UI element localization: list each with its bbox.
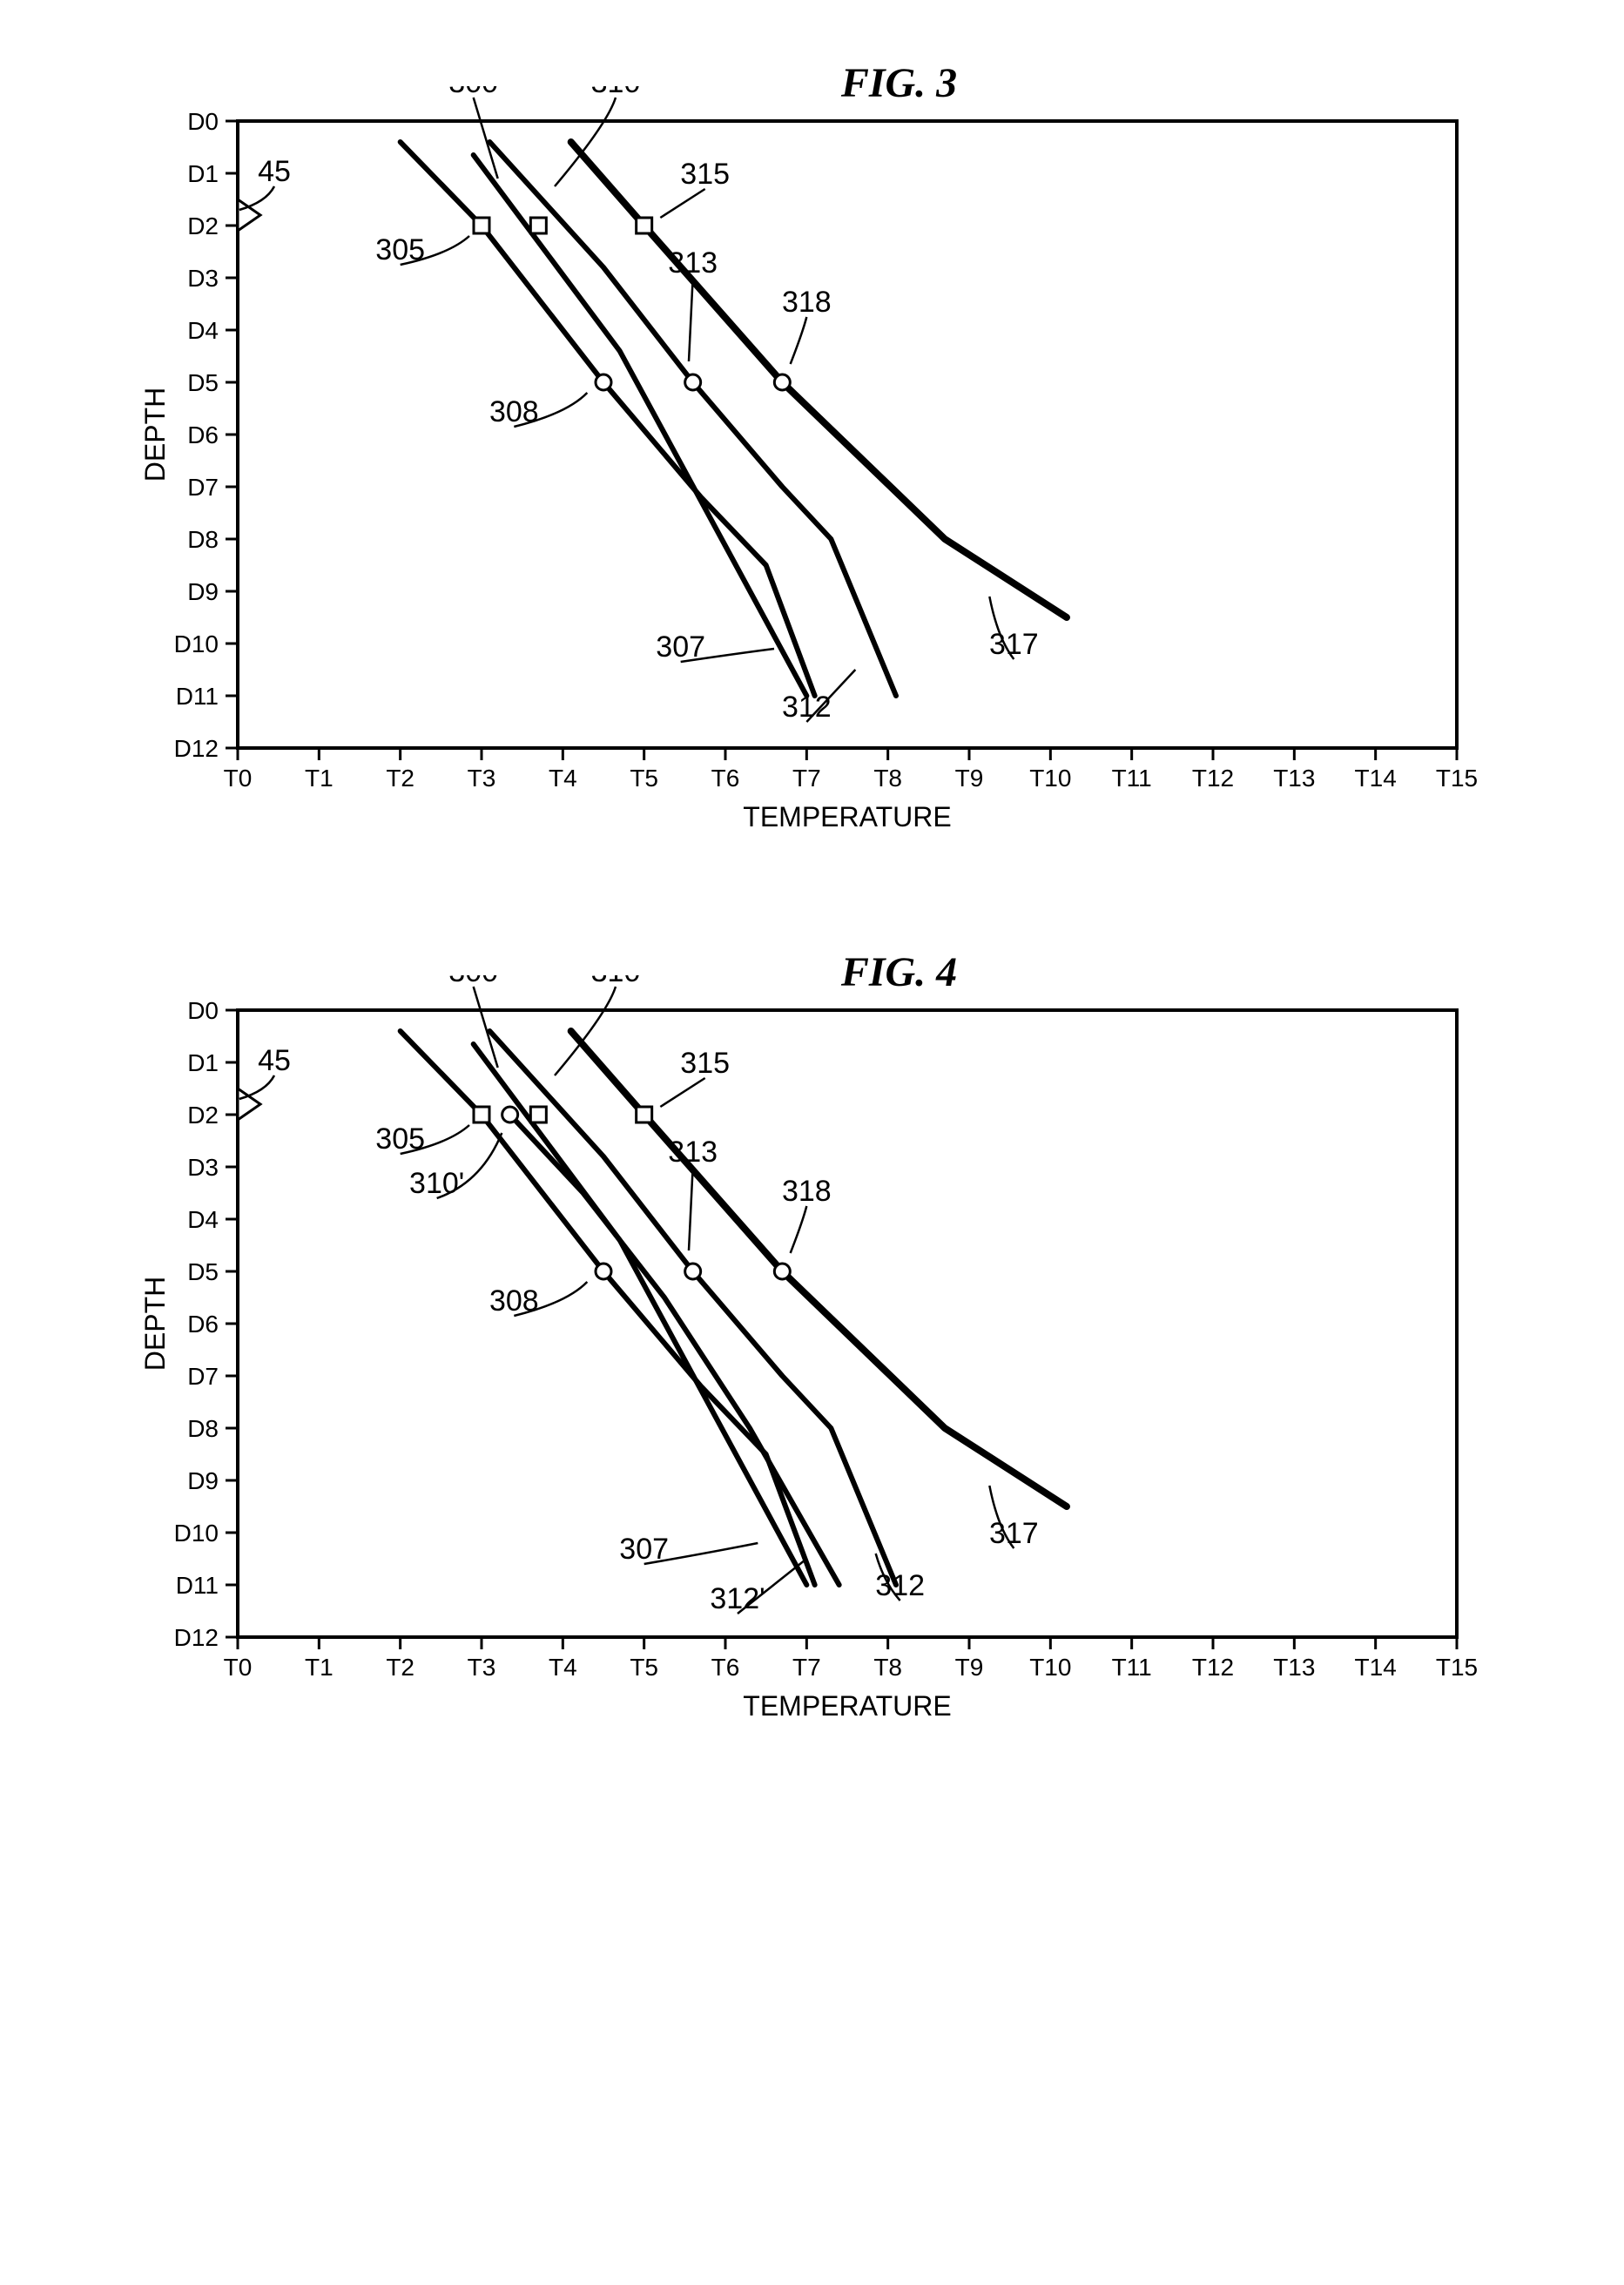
svg-text:312: 312	[781, 691, 831, 724]
svg-text:318: 318	[781, 1175, 831, 1208]
svg-text:D1: D1	[187, 1049, 219, 1076]
svg-text:D10: D10	[173, 630, 218, 657]
svg-text:T9: T9	[954, 1654, 983, 1681]
svg-text:TEMPERATURE: TEMPERATURE	[743, 801, 951, 832]
svg-text:312': 312'	[710, 1582, 765, 1615]
figure-3: FIG. 3 T0T1T2T3T4T5T6T7T8T9T10T11T12T13T…	[133, 59, 1492, 844]
svg-text:T2: T2	[386, 765, 414, 792]
svg-text:T11: T11	[1111, 765, 1151, 792]
svg-text:T4: T4	[548, 765, 576, 792]
svg-text:T8: T8	[873, 1654, 902, 1681]
svg-text:T7: T7	[792, 765, 820, 792]
svg-text:D10: D10	[173, 1520, 218, 1547]
svg-text:313: 313	[668, 246, 718, 280]
svg-text:D2: D2	[187, 212, 219, 239]
svg-text:T10: T10	[1029, 765, 1071, 792]
svg-text:T3: T3	[467, 1654, 495, 1681]
svg-text:D1: D1	[187, 160, 219, 187]
svg-text:300: 300	[448, 86, 498, 99]
svg-text:TEMPERATURE: TEMPERATURE	[743, 1690, 951, 1722]
svg-text:D8: D8	[187, 526, 219, 553]
svg-text:T7: T7	[792, 1654, 820, 1681]
svg-text:T11: T11	[1111, 1654, 1151, 1681]
svg-text:T12: T12	[1191, 1654, 1233, 1681]
svg-text:T15: T15	[1435, 1654, 1477, 1681]
svg-text:D6: D6	[187, 1311, 219, 1338]
svg-text:T6: T6	[711, 1654, 739, 1681]
svg-text:T3: T3	[467, 765, 495, 792]
svg-text:T4: T4	[548, 1654, 576, 1681]
svg-text:307: 307	[656, 630, 705, 664]
svg-text:T9: T9	[954, 765, 983, 792]
svg-text:317: 317	[988, 628, 1038, 661]
svg-text:305: 305	[375, 233, 425, 266]
svg-text:D12: D12	[173, 1624, 218, 1651]
svg-text:T0: T0	[223, 1654, 252, 1681]
svg-text:313: 313	[668, 1136, 718, 1169]
svg-text:D7: D7	[187, 1363, 219, 1390]
svg-text:315: 315	[680, 158, 730, 191]
svg-text:D9: D9	[187, 578, 219, 605]
svg-text:D11: D11	[175, 1572, 218, 1599]
svg-text:D6: D6	[187, 421, 219, 448]
svg-text:T13: T13	[1273, 1654, 1315, 1681]
svg-text:DEPTH: DEPTH	[139, 388, 171, 482]
svg-text:T12: T12	[1191, 765, 1233, 792]
svg-text:308: 308	[489, 395, 538, 428]
svg-text:T13: T13	[1273, 765, 1315, 792]
chart-3: T0 T1 T2 T3 T4 T5 T6 T7 T8 T9 T10 T11 T12 T13 T14 T15 D0…	[133, 86, 1492, 844]
svg-text:D3: D3	[187, 265, 219, 292]
svg-text:D3: D3	[187, 1154, 219, 1181]
svg-text:308: 308	[489, 1284, 538, 1318]
svg-text:45: 45	[258, 1044, 291, 1077]
svg-text:T5: T5	[630, 1654, 658, 1681]
svg-text:D0: D0	[187, 108, 219, 135]
svg-text:T14: T14	[1354, 1654, 1396, 1681]
svg-text:T14: T14	[1354, 765, 1396, 792]
svg-text:T6: T6	[711, 765, 739, 792]
svg-text:318: 318	[781, 286, 831, 319]
svg-text:45: 45	[258, 155, 291, 188]
svg-text:D0: D0	[187, 997, 219, 1024]
svg-text:315: 315	[680, 1047, 730, 1080]
svg-text:307: 307	[619, 1533, 669, 1566]
svg-text:DEPTH: DEPTH	[139, 1277, 171, 1371]
svg-text:310: 310	[590, 975, 640, 988]
svg-text:D4: D4	[187, 1206, 219, 1233]
svg-text:T1: T1	[304, 1654, 333, 1681]
svg-text:T8: T8	[873, 765, 902, 792]
svg-text:D5: D5	[187, 369, 219, 396]
svg-text:D8: D8	[187, 1415, 219, 1442]
svg-text:305: 305	[375, 1122, 425, 1156]
svg-text:300: 300	[448, 975, 498, 988]
svg-text:T2: T2	[386, 1654, 414, 1681]
chart-4: T0 T1 T2 T3 T4 T5 T6 T7 T8 T9 T10 T11 T12 T13 T14 T15 D0…	[133, 975, 1492, 1733]
svg-text:D12: D12	[173, 735, 218, 762]
svg-text:T5: T5	[630, 765, 658, 792]
svg-text:312: 312	[875, 1569, 925, 1602]
svg-text:D7: D7	[187, 474, 219, 501]
svg-text:T15: T15	[1435, 765, 1477, 792]
svg-text:T0: T0	[223, 765, 252, 792]
svg-text:317: 317	[988, 1517, 1038, 1550]
svg-text:T10: T10	[1029, 1654, 1071, 1681]
svg-text:D5: D5	[187, 1258, 219, 1285]
svg-text:T1: T1	[304, 765, 333, 792]
svg-text:310: 310	[590, 86, 640, 99]
svg-text:D2: D2	[187, 1102, 219, 1129]
figure-title-4: FIG. 4	[841, 948, 957, 996]
svg-text:310': 310'	[409, 1167, 464, 1200]
svg-text:D4: D4	[187, 317, 219, 344]
figure-4: FIG. 4 T0T1T2T3T4T5T6T7T8T9T10T11T12T13T…	[133, 948, 1492, 1733]
svg-text:D9: D9	[187, 1467, 219, 1494]
svg-text:D11: D11	[175, 683, 218, 710]
figure-title-3: FIG. 3	[841, 59, 957, 107]
